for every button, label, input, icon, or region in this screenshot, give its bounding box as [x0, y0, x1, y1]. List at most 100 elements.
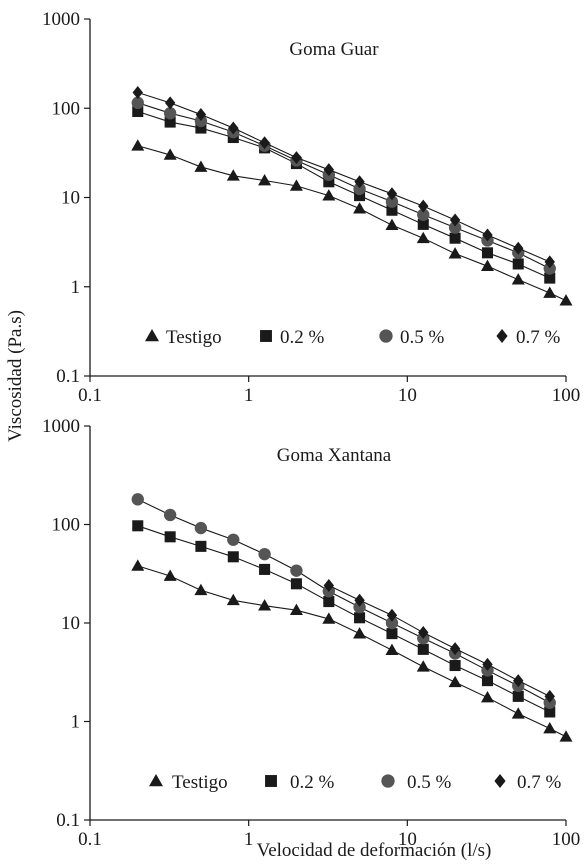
series-line-0-7	[137, 92, 550, 263]
data-point-0-2	[290, 578, 302, 590]
data-point-0-2	[386, 628, 398, 640]
legend-label-0-5: 0.5 %	[400, 327, 445, 348]
data-point-testigo	[559, 294, 573, 306]
x-tick-label: 100	[552, 829, 581, 850]
legend-marker-0-7	[496, 329, 508, 343]
panel-title: Goma Guar	[289, 39, 379, 60]
y-tick-label: 0.1	[56, 810, 80, 831]
y-tick-label: 100	[52, 98, 81, 119]
data-point-0-5	[448, 221, 462, 234]
data-point-0-2	[544, 706, 556, 718]
data-point-0-5	[131, 96, 144, 110]
data-point-testigo	[194, 583, 208, 596]
data-point-0-7	[418, 199, 429, 213]
data-point-0-7	[449, 642, 461, 656]
y-tick-label: 100	[52, 515, 81, 536]
data-point-0-7	[291, 151, 302, 165]
data-point-0-2	[449, 232, 461, 244]
legend-label-0-2: 0.2 %	[290, 772, 335, 793]
legend-marker-0-7	[494, 774, 506, 788]
x-tick-label: 0.1	[78, 829, 102, 850]
data-point-testigo	[194, 160, 208, 172]
data-point-0-7	[386, 608, 398, 622]
data-point-0-7	[386, 187, 398, 201]
data-point-0-7	[354, 593, 365, 607]
data-point-0-5	[543, 262, 556, 275]
x-axis-title: Velocidad de deformación (l/s)	[257, 840, 492, 861]
data-point-testigo	[385, 218, 399, 231]
y-tick-label: 1000	[42, 9, 80, 30]
data-point-0-7	[195, 108, 207, 122]
legend-marker-0-5	[381, 774, 395, 788]
data-point-testigo	[416, 231, 430, 244]
x-tick-label: 10	[398, 829, 417, 850]
data-point-0-2	[354, 190, 366, 202]
data-point-0-5	[194, 521, 208, 535]
data-point-0-2	[132, 105, 144, 118]
legend-label-0-5: 0.5 %	[407, 772, 452, 793]
data-point-0-2	[227, 551, 239, 563]
data-point-0-7	[513, 241, 524, 255]
data-point-0-5	[385, 195, 399, 208]
data-point-testigo	[511, 707, 525, 719]
data-point-0-7	[259, 136, 270, 150]
data-point-testigo	[543, 721, 557, 734]
data-point-testigo	[385, 643, 399, 656]
series-line-0-7	[328, 585, 551, 697]
legend-marker-testigo	[145, 329, 159, 342]
data-point-testigo	[289, 179, 303, 191]
data-point-0-7	[482, 228, 493, 242]
data-point-0-7	[544, 689, 555, 703]
data-point-0-2	[512, 690, 524, 702]
data-point-0-7	[544, 255, 555, 269]
x-tick-label: 100	[552, 385, 581, 406]
data-point-0-2	[132, 520, 144, 532]
data-point-0-7	[513, 674, 524, 688]
y-tick-label: 10	[61, 188, 80, 209]
y-tick-label: 10	[61, 613, 80, 634]
data-point-testigo	[448, 675, 462, 688]
data-point-0-2	[512, 258, 524, 270]
data-point-testigo	[131, 139, 145, 151]
data-point-0-2	[323, 176, 335, 188]
legend-marker-0-2	[265, 775, 277, 787]
data-point-0-2	[164, 531, 176, 543]
data-point-0-7	[323, 163, 335, 177]
data-point-testigo	[226, 169, 240, 181]
data-point-0-5	[417, 208, 430, 221]
x-tick-label: 1	[244, 385, 254, 406]
data-point-testigo	[511, 273, 525, 285]
data-point-testigo	[543, 286, 557, 298]
data-point-testigo	[163, 148, 177, 160]
data-point-testigo	[322, 189, 336, 201]
data-point-0-2	[449, 660, 461, 672]
data-point-0-2	[417, 218, 429, 230]
data-point-0-2	[164, 116, 176, 128]
y-axis-title: Viscosidad (Pa.s)	[5, 310, 26, 442]
data-point-0-5	[290, 564, 303, 577]
data-point-0-5	[385, 616, 399, 630]
data-point-0-2	[544, 272, 556, 284]
data-point-0-2	[354, 612, 366, 624]
x-tick-label: 1	[244, 829, 254, 850]
data-point-testigo	[163, 569, 177, 581]
data-point-testigo	[226, 593, 240, 606]
data-point-0-7	[354, 175, 365, 189]
legend-label-0-7: 0.7 %	[517, 772, 562, 793]
legend-marker-testigo	[149, 774, 163, 787]
legend-label-0-7: 0.7 %	[516, 327, 561, 348]
data-point-0-5	[163, 107, 177, 120]
chart-panel-goma-guar: 0.1 1 10 100 1000 0.1 1 10 100 Goma Guar Testigo 0.…	[42, 9, 580, 406]
data-point-0-2	[481, 675, 494, 687]
data-point-0-2	[195, 122, 207, 134]
data-point-0-7	[449, 213, 461, 227]
legend-marker-0-5	[379, 329, 393, 343]
x-tick-label: 10	[398, 385, 417, 406]
data-point-testigo	[448, 247, 462, 259]
data-point-testigo	[480, 691, 494, 703]
data-point-0-7	[418, 626, 429, 640]
data-point-0-5	[258, 547, 271, 561]
data-point-0-2	[386, 204, 398, 216]
data-point-0-7	[164, 96, 176, 110]
data-point-0-7	[482, 657, 493, 671]
